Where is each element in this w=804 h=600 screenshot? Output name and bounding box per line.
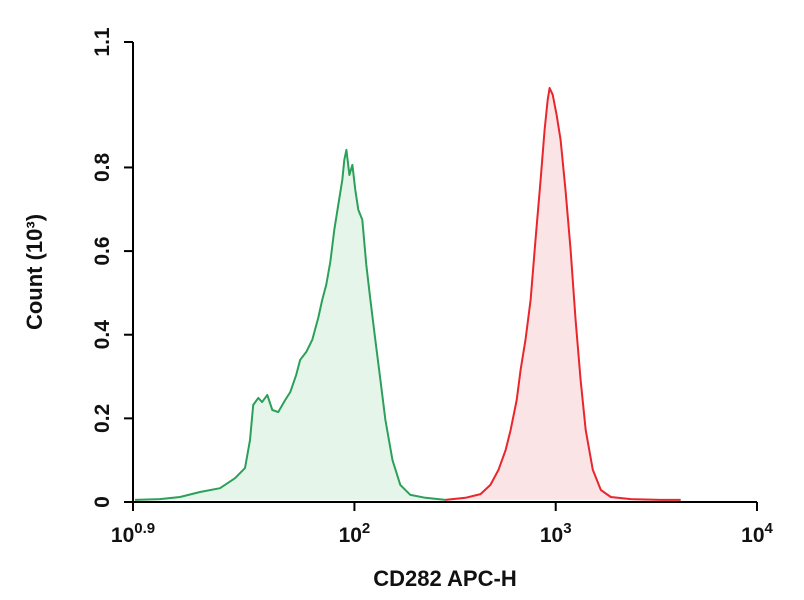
y-tick-label: 0 xyxy=(91,496,114,508)
x-tick-label: 103 xyxy=(540,520,572,547)
y-tick-label: 0.2 xyxy=(91,404,114,433)
histogram-line xyxy=(445,87,681,501)
x-tick-exponent: 2 xyxy=(362,520,370,537)
y-tick-label: 0.8 xyxy=(91,153,114,183)
x-tick-base: 10 xyxy=(339,524,362,547)
x-tick-exponent: 3 xyxy=(563,520,571,537)
x-tick-label: 100.9 xyxy=(111,520,155,547)
histogram-line xyxy=(134,148,446,501)
y-tick-label: 0.4 xyxy=(91,320,114,350)
x-tick-base: 10 xyxy=(111,524,134,547)
x-tick-label: 102 xyxy=(339,520,371,547)
x-tick-base: 10 xyxy=(741,524,764,547)
y-tick-label: 0.6 xyxy=(91,236,114,265)
y-tick-label: 1.1 xyxy=(91,27,114,57)
x-tick-label: 104 xyxy=(741,520,773,547)
x-tick-exponent: 0.9 xyxy=(134,520,155,537)
x-tick-base: 10 xyxy=(540,524,563,547)
y-axis-title: Count (10³) xyxy=(22,214,47,330)
x-tick-exponent: 4 xyxy=(765,520,774,537)
x-axis-title: CD282 APC-H xyxy=(373,566,516,591)
